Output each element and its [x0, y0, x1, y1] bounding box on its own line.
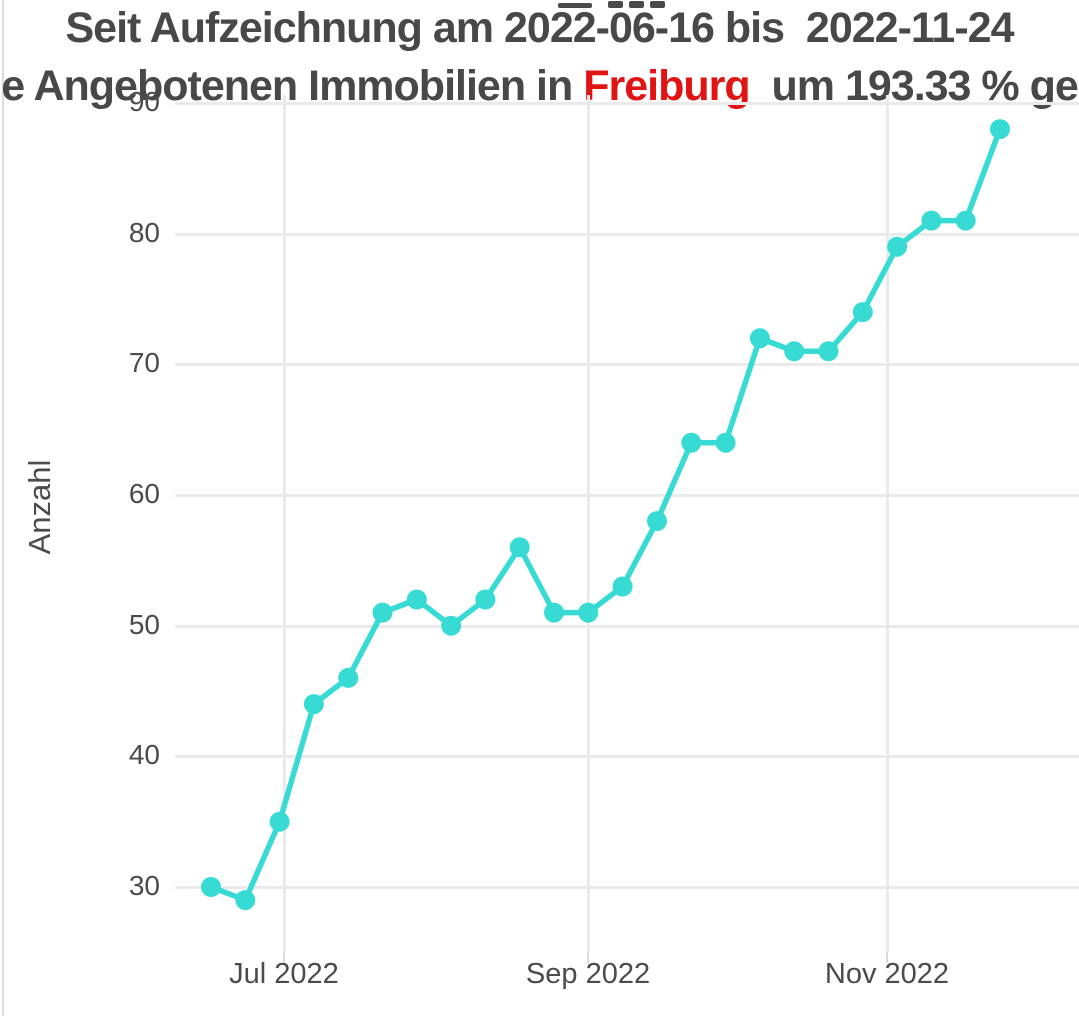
data-point [372, 602, 393, 623]
data-point [201, 877, 221, 897]
grid-line-horizontal [175, 755, 1079, 759]
data-point [784, 341, 805, 362]
screenshot-edge-line [2, 0, 4, 1016]
data-point [509, 537, 530, 558]
data-point [441, 615, 462, 636]
x-axis-tick [886, 952, 888, 963]
y-tick-label: 60 [128, 477, 160, 509]
data-point [715, 432, 736, 453]
data-point [303, 694, 324, 715]
x-tick-label: Jul 2022 [229, 958, 339, 990]
data-point [921, 210, 942, 231]
data-point [578, 602, 599, 623]
grid-line-horizontal [175, 232, 1079, 236]
data-point [818, 341, 839, 362]
grid-line-horizontal [175, 493, 1079, 497]
y-tick-label: 30 [128, 870, 160, 901]
y-tick-label: 70 [128, 347, 160, 379]
plot-area [175, 95, 1079, 952]
y-tick-label: 90 [128, 85, 160, 117]
grid-line-horizontal [175, 101, 1079, 105]
data-point [647, 511, 667, 532]
data-point [749, 328, 770, 349]
chart-title-line1: Seit Aufzeichnung am 2022-06-16 bis 2022… [65, 4, 1014, 52]
data-point [887, 236, 908, 257]
grid-line-horizontal [175, 363, 1079, 367]
x-tick-label: Sep 2022 [525, 958, 651, 990]
data-point [406, 589, 427, 610]
grid-line-horizontal [175, 624, 1079, 628]
trend-line [208, 126, 1003, 903]
grid-line-vertical [886, 95, 889, 952]
y-tick-label: 40 [128, 739, 160, 771]
line-chart-canvas [201, 119, 1010, 911]
data-point [475, 589, 496, 610]
grid-line-horizontal [175, 886, 1079, 889]
data-point [269, 811, 290, 832]
data-point [990, 119, 1010, 140]
data-point [544, 602, 564, 623]
x-axis-tick [587, 952, 589, 963]
x-tick-label: Nov 2022 [824, 958, 950, 990]
y-tick-label: 80 [128, 216, 160, 248]
x-axis-tick [283, 952, 285, 963]
data-point [235, 890, 256, 911]
data-point [955, 210, 976, 231]
y-tick-label: 50 [128, 608, 160, 640]
grid-line-vertical [587, 95, 590, 952]
data-point [852, 302, 873, 323]
clipped-text-fragment [0, 0, 1079, 9]
data-point [338, 667, 359, 688]
data-point [612, 576, 633, 597]
grid-line-vertical [283, 95, 286, 952]
data-point [681, 432, 702, 453]
